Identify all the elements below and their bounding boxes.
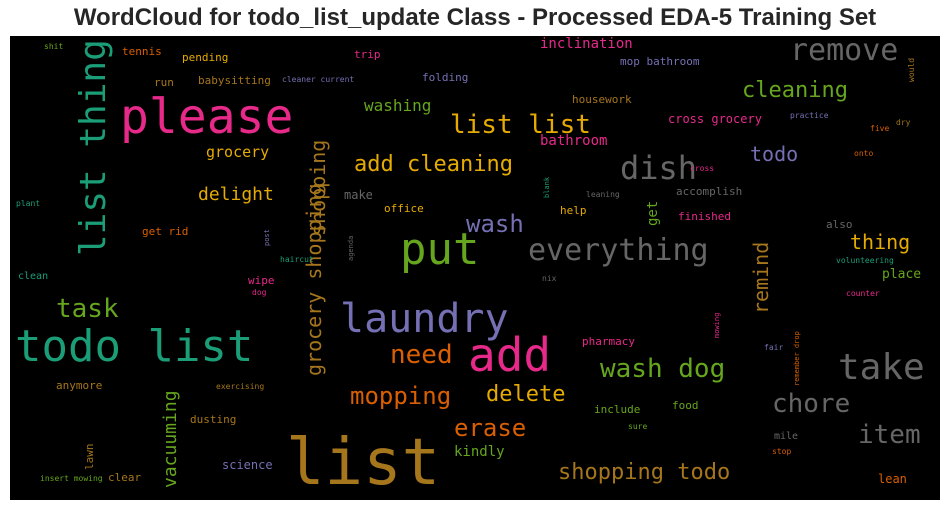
word-grocery-shopping: grocery shopping bbox=[302, 183, 326, 376]
word-haircut: haircut bbox=[280, 255, 314, 264]
word-list: list bbox=[286, 426, 441, 500]
word-dish: dish bbox=[620, 149, 698, 187]
word-dusting: dusting bbox=[190, 413, 237, 426]
word-place: place bbox=[882, 267, 922, 282]
word-wash-dog: wash dog bbox=[600, 354, 726, 384]
word-cloud: list please todo list list thing put add laund… bbox=[10, 36, 940, 500]
word-practice: practice bbox=[790, 111, 829, 120]
word-wash: wash bbox=[466, 210, 524, 238]
word-get: get bbox=[645, 200, 661, 226]
word-todo-list: todo list bbox=[15, 321, 254, 372]
word-blank: blank bbox=[543, 176, 551, 198]
word-also: also bbox=[826, 218, 853, 231]
word-add-cleaning: add cleaning bbox=[354, 152, 513, 177]
word-folding: folding bbox=[422, 71, 469, 84]
word-cleaner-current: cleaner current bbox=[282, 75, 355, 84]
word-mowing: mowing bbox=[713, 312, 721, 338]
word-leaning: leaning bbox=[586, 190, 620, 199]
word-task: task bbox=[56, 294, 119, 324]
word-grocery: grocery bbox=[206, 143, 270, 161]
word-shit: shit bbox=[44, 42, 64, 51]
word-help: help bbox=[560, 204, 587, 217]
word-thing: thing bbox=[850, 230, 911, 254]
word-mopping: mopping bbox=[350, 382, 452, 410]
word-lawn: lawn bbox=[83, 443, 96, 471]
word-sure: sure bbox=[628, 422, 648, 431]
word-pending: pending bbox=[182, 51, 229, 64]
word-cleaning: cleaning bbox=[742, 78, 848, 103]
word-wipe: wipe bbox=[248, 274, 275, 287]
word-tennis: tennis bbox=[122, 45, 162, 58]
word-run: run bbox=[154, 76, 174, 89]
word-remind: remind bbox=[749, 241, 773, 314]
word-kindly: kindly bbox=[454, 444, 505, 460]
word-please: please bbox=[120, 89, 294, 145]
word-lean: lean bbox=[878, 472, 907, 486]
word-washing: washing bbox=[364, 96, 432, 115]
word-remember-drop: remember drop bbox=[793, 331, 801, 386]
word-vacuuming: vacuuming bbox=[160, 390, 181, 488]
word-todo: todo bbox=[750, 142, 799, 166]
word-cross-grocery: cross grocery bbox=[668, 112, 762, 126]
word-nix: nix bbox=[542, 274, 557, 283]
word-list-thing: list thing bbox=[73, 39, 114, 256]
word-insert-mowing: insert mowing bbox=[40, 474, 103, 483]
word-get-rid: get rid bbox=[142, 225, 189, 238]
word-everything: everything bbox=[528, 233, 709, 268]
word-clean: clean bbox=[18, 271, 49, 282]
word-five: five bbox=[870, 124, 890, 133]
word-include: include bbox=[594, 403, 641, 416]
word-need: need bbox=[390, 340, 453, 370]
chart-title: WordCloud for todo_list_update Class - P… bbox=[73, 4, 877, 31]
word-list-list: list list bbox=[450, 110, 591, 140]
word-bathroom: bathroom bbox=[540, 133, 608, 149]
word-volunteering: volunteering bbox=[836, 256, 894, 265]
word-accomplish: accomplish bbox=[676, 185, 743, 198]
word-exercising: exercising bbox=[216, 382, 265, 391]
word-agenda: agenda bbox=[347, 235, 355, 261]
word-counter: counter bbox=[846, 289, 880, 298]
word-dry: dry bbox=[896, 118, 911, 127]
word-make: make bbox=[344, 188, 373, 202]
word-finished: finished bbox=[678, 210, 731, 223]
word-cross: cross bbox=[690, 164, 715, 173]
word-take: take bbox=[838, 347, 925, 388]
word-anymore: anymore bbox=[56, 379, 103, 392]
word-mop-bathroom: mop bathroom bbox=[620, 55, 700, 68]
word-laundry: laundry bbox=[340, 296, 509, 342]
word-fair: fair bbox=[764, 343, 784, 352]
word-erase: erase bbox=[454, 414, 527, 442]
word-item: item bbox=[858, 420, 921, 450]
word-chore: chore bbox=[772, 389, 851, 419]
word-science: science bbox=[222, 458, 273, 472]
word-clear: clear bbox=[108, 471, 142, 484]
word-dog: dog bbox=[252, 288, 267, 297]
word-delete: delete bbox=[486, 382, 566, 407]
word-would: would bbox=[907, 57, 916, 82]
word-plant: plant bbox=[16, 199, 41, 208]
word-trip: trip bbox=[354, 48, 381, 61]
word-delight: delight bbox=[198, 184, 274, 205]
word-add: add bbox=[468, 328, 552, 382]
word-food: food bbox=[672, 399, 699, 412]
word-shopping-todo: shopping todo bbox=[558, 460, 731, 485]
word-remove: remove bbox=[790, 36, 899, 68]
word-babysitting: babysitting bbox=[198, 74, 271, 87]
word-put: put bbox=[400, 224, 480, 275]
word-housework: housework bbox=[572, 93, 632, 106]
word-mile: mile bbox=[774, 431, 799, 442]
word-post: post bbox=[263, 229, 271, 246]
word-pharmacy: pharmacy bbox=[582, 335, 635, 348]
word-inclination: inclination bbox=[540, 36, 633, 52]
word-office: office bbox=[384, 202, 424, 215]
word-onto: onto bbox=[854, 149, 874, 158]
word-stop: stop bbox=[772, 447, 792, 456]
